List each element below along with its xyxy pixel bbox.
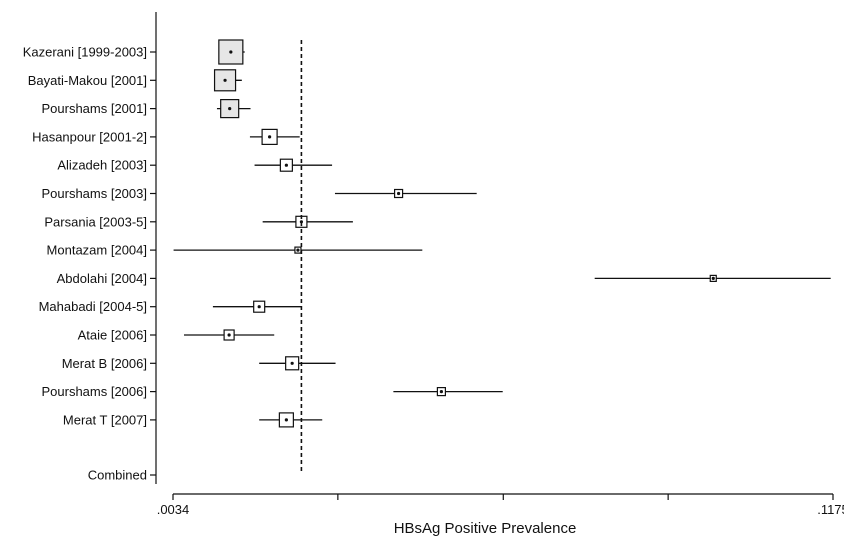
point-estimate xyxy=(396,191,401,196)
point-estimate xyxy=(290,361,294,365)
point-estimate xyxy=(229,50,233,54)
point-estimate xyxy=(223,78,227,82)
study-row: Abdolahi [2004] xyxy=(57,271,831,286)
study-label: Merat B [2006] xyxy=(62,356,147,371)
study-label: Montazam [2004] xyxy=(47,243,147,258)
study-label: Pourshams [2003] xyxy=(41,186,147,201)
point-estimate xyxy=(284,418,288,422)
study-rows: Kazerani [1999-2003] Bayati-Makou [2001] P… xyxy=(23,39,831,483)
study-label: Ataie [2006] xyxy=(78,328,147,343)
study-label: Pourshams [2001] xyxy=(41,101,147,116)
point-estimate xyxy=(228,107,232,111)
study-row: Merat B [2006] xyxy=(62,356,336,371)
study-row: Bayati-Makou [2001] xyxy=(28,69,242,92)
study-label: Parsania [2003-5] xyxy=(44,214,147,229)
study-row: Alizadeh [2003] xyxy=(57,158,333,173)
x-tick-label: .1175 xyxy=(817,502,844,517)
study-label: Bayati-Makou [2001] xyxy=(28,73,147,88)
study-row: Parsania [2003-5] xyxy=(44,214,353,229)
point-estimate xyxy=(227,333,231,337)
point-estimate xyxy=(299,220,304,224)
point-estimate xyxy=(267,135,272,139)
study-label: Abdolahi [2004] xyxy=(57,271,147,286)
point-estimate xyxy=(284,163,288,167)
study-row: Pourshams [2003] xyxy=(41,186,477,201)
study-label: Alizadeh [2003] xyxy=(57,158,147,173)
study-row: Merat T [2007] xyxy=(63,412,323,428)
study-row: Montazam [2004] xyxy=(47,243,423,258)
study-label: Hasanpour [2001-2] xyxy=(32,129,147,144)
study-row: Pourshams [2001] xyxy=(41,98,251,119)
x-tick-label: .0034 xyxy=(157,502,190,517)
x-axis-title: HBsAg Positive Prevalence xyxy=(394,520,577,537)
point-estimate xyxy=(439,390,443,394)
study-row: Pourshams [2006] xyxy=(41,384,503,399)
point-estimate xyxy=(296,248,300,252)
study-label: Pourshams [2006] xyxy=(41,384,147,399)
study-row: Kazerani [1999-2003] xyxy=(23,39,245,65)
x-axis: .0034 .1175 xyxy=(157,493,844,517)
combined-label: Combined xyxy=(88,468,147,483)
point-estimate xyxy=(257,305,261,309)
combined-row: Combined xyxy=(88,468,156,483)
study-row: Ataie [2006] xyxy=(78,328,275,343)
study-label: Mahabadi [2004-5] xyxy=(39,299,147,314)
study-label: Merat T [2007] xyxy=(63,412,147,427)
study-row: Mahabadi [2004-5] xyxy=(39,299,302,314)
study-label: Kazerani [1999-2003] xyxy=(23,45,147,60)
point-estimate xyxy=(711,276,715,280)
study-row: Hasanpour [2001-2] xyxy=(32,128,300,145)
